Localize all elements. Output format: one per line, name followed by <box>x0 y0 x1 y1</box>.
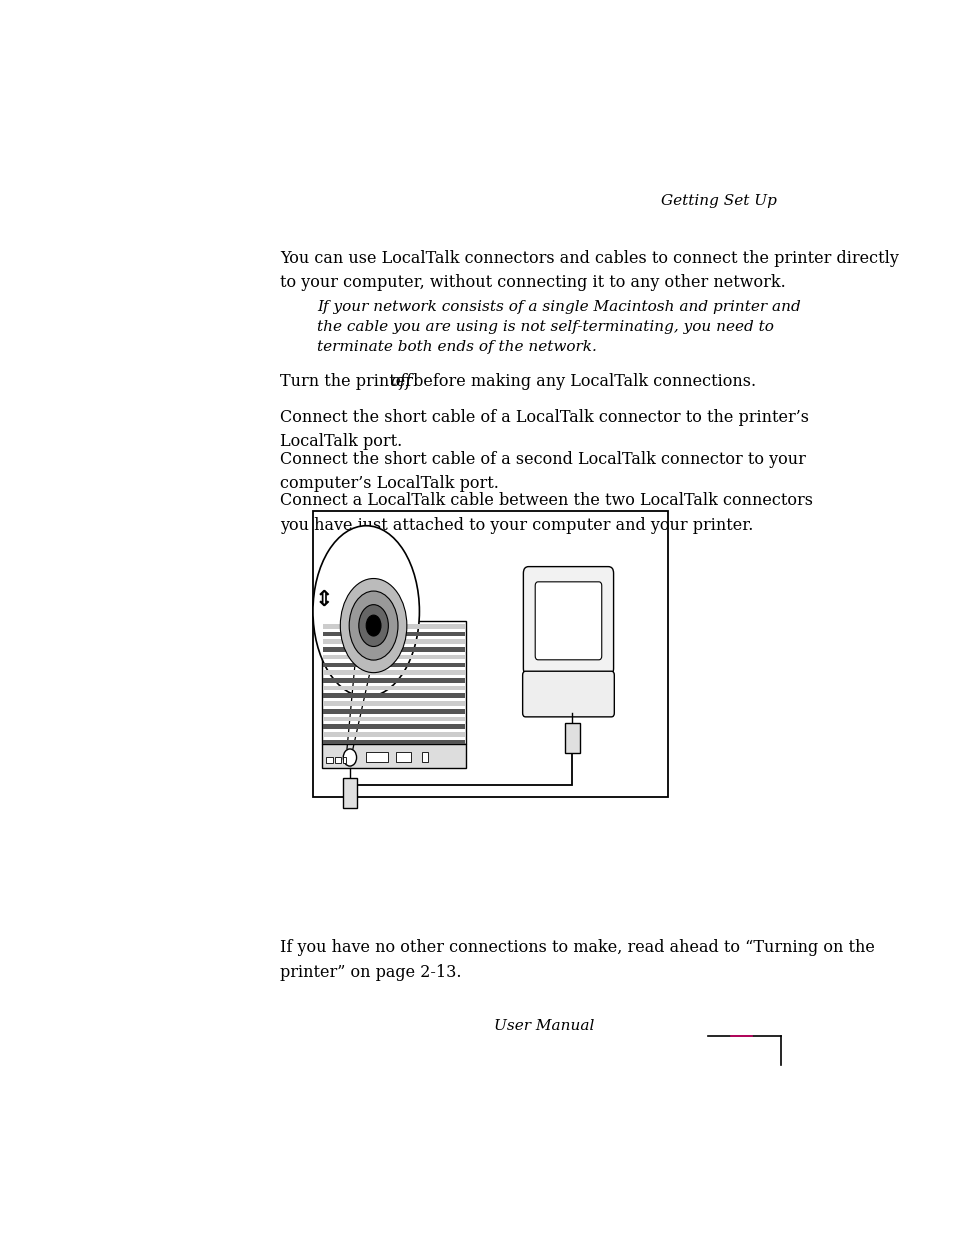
Bar <box>325 757 333 762</box>
Bar <box>322 655 465 659</box>
Bar <box>322 701 465 706</box>
Text: off: off <box>390 373 411 389</box>
Bar <box>322 716 465 721</box>
Circle shape <box>343 748 356 766</box>
FancyBboxPatch shape <box>535 582 601 659</box>
Bar <box>322 740 465 745</box>
Bar <box>322 631 465 636</box>
Ellipse shape <box>366 615 380 636</box>
Ellipse shape <box>313 526 419 697</box>
Text: ⇕: ⇕ <box>314 590 333 610</box>
Ellipse shape <box>349 592 397 659</box>
Text: before making any LocalTalk connections.: before making any LocalTalk connections. <box>408 373 756 389</box>
Bar <box>322 725 465 729</box>
Bar <box>322 671 465 674</box>
Bar <box>322 732 465 737</box>
Bar <box>322 640 465 643</box>
Bar <box>322 693 465 698</box>
Text: Turn the printer: Turn the printer <box>280 373 423 389</box>
Bar <box>322 678 465 683</box>
Text: Connect the short cable of a second LocalTalk connector to your
computer’s Local: Connect the short cable of a second Loca… <box>280 451 805 492</box>
Bar <box>335 757 341 762</box>
FancyBboxPatch shape <box>522 672 614 716</box>
Bar <box>321 745 465 768</box>
Text: Connect a LocalTalk cable between the two LocalTalk connectors
you have just att: Connect a LocalTalk cable between the tw… <box>280 493 813 534</box>
Ellipse shape <box>358 605 388 646</box>
Bar <box>342 757 346 762</box>
Text: You can use LocalTalk connectors and cables to connect the printer directly
to y: You can use LocalTalk connectors and cab… <box>280 249 899 291</box>
FancyBboxPatch shape <box>564 722 579 753</box>
Ellipse shape <box>340 578 406 673</box>
Text: Getting Set Up: Getting Set Up <box>660 194 777 207</box>
Bar <box>321 621 465 745</box>
Bar <box>313 511 667 797</box>
Bar <box>322 647 465 652</box>
Text: User Manual: User Manual <box>494 1019 594 1034</box>
FancyBboxPatch shape <box>342 778 357 808</box>
Text: If your network consists of a single Macintosh and printer and
the cable you are: If your network consists of a single Mac… <box>317 300 801 354</box>
FancyBboxPatch shape <box>523 567 613 676</box>
Bar <box>366 752 388 762</box>
Bar <box>322 709 465 714</box>
Bar <box>322 685 465 690</box>
Bar <box>322 624 465 629</box>
Bar <box>421 752 427 762</box>
Bar <box>322 662 465 667</box>
Text: Connect the short cable of a LocalTalk connector to the printer’s
LocalTalk port: Connect the short cable of a LocalTalk c… <box>280 409 808 450</box>
Bar <box>395 752 410 762</box>
Text: If you have no other connections to make, read ahead to “Turning on the
printer”: If you have no other connections to make… <box>280 940 875 981</box>
